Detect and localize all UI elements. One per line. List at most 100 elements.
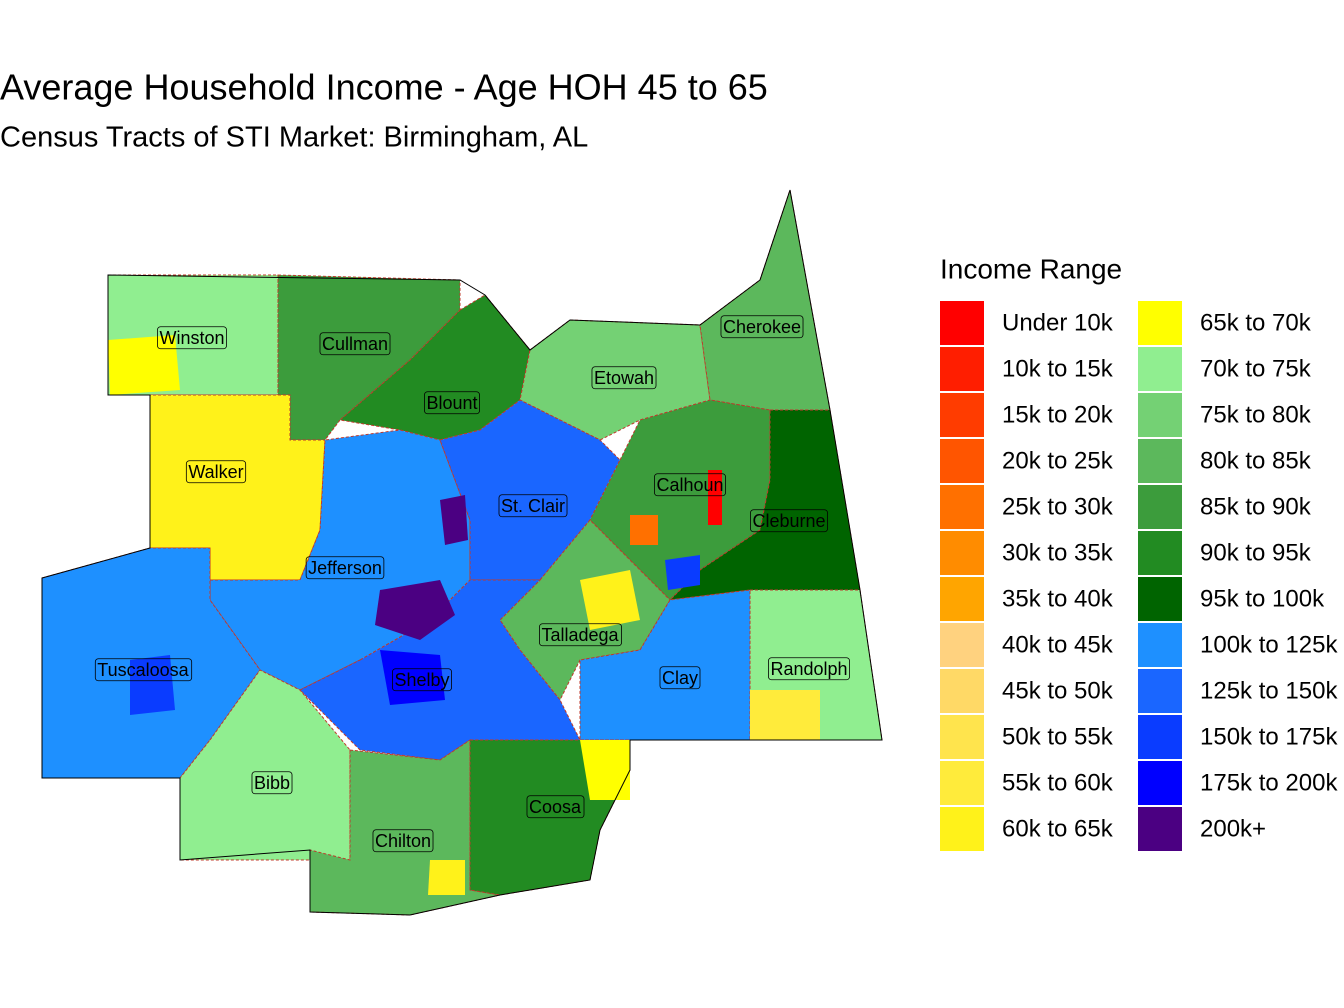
legend-label: 85k to 90k	[1200, 493, 1312, 520]
legend-swatch	[1138, 439, 1182, 483]
legend-label: 10k to 15k	[1002, 355, 1114, 382]
county-label: Calhoun	[656, 475, 723, 495]
tract-patch	[108, 335, 180, 395]
legend-label: 45k to 50k	[1002, 677, 1114, 704]
county-label: Randolph	[770, 659, 847, 679]
legend-label: Under 10k	[1002, 309, 1114, 336]
legend-swatch	[940, 531, 984, 575]
tract-patch	[380, 650, 445, 705]
county-label-box	[659, 666, 701, 690]
legend-label: 175k to 200k	[1200, 769, 1338, 796]
county-label-box	[157, 326, 227, 350]
tract-patch	[750, 690, 820, 740]
county-labels: Winston Cullman Blount Etowah Cherokee Walker…	[94, 315, 850, 853]
map-outline	[41, 189, 883, 916]
tract-patch	[580, 740, 630, 800]
legend-label: 100k to 125k	[1200, 631, 1338, 658]
legend-swatch	[1138, 715, 1182, 759]
legend-swatch	[940, 485, 984, 529]
county-label-box	[305, 556, 385, 580]
legend-label: 30k to 35k	[1002, 539, 1114, 566]
legend-swatch	[1138, 531, 1182, 575]
legend-swatch	[940, 577, 984, 621]
legend-label: 35k to 40k	[1002, 585, 1114, 612]
county-label-box	[526, 795, 585, 819]
tract-patch	[428, 860, 465, 895]
legend-swatch	[1138, 485, 1182, 529]
tract-patch	[708, 470, 722, 525]
legend-label: 125k to 150k	[1200, 677, 1338, 704]
legend-label: 95k to 100k	[1200, 585, 1325, 612]
legend-swatch	[940, 623, 984, 667]
legend-label: 20k to 25k	[1002, 447, 1114, 474]
legend-swatch	[940, 393, 984, 437]
legend-label: 40k to 45k	[1002, 631, 1114, 658]
legend-swatch	[1138, 393, 1182, 437]
county-label: Cleburne	[752, 511, 825, 531]
county-label-box	[720, 315, 804, 339]
legend-swatch	[940, 715, 984, 759]
county-label: Coosa	[529, 797, 582, 817]
county-label: Talladega	[541, 625, 619, 645]
county-label: Bibb	[254, 773, 290, 793]
county-label: St. Clair	[501, 496, 565, 516]
legend-label: 15k to 20k	[1002, 401, 1114, 428]
county-label-box	[654, 473, 726, 497]
county-label: Clay	[662, 668, 698, 688]
legend-swatch	[1138, 577, 1182, 621]
county-label: Blount	[426, 393, 477, 413]
tract-patch	[440, 495, 468, 545]
county-label: Tuscaloosa	[97, 660, 189, 680]
map	[41, 189, 883, 916]
county-label-box	[424, 391, 480, 415]
legend-label: 75k to 80k	[1200, 401, 1312, 428]
county-label-box	[768, 657, 850, 681]
county-label-box	[251, 771, 293, 795]
legend-swatch	[1138, 669, 1182, 713]
county-label-box	[372, 829, 434, 853]
title: Average Household Income - Age HOH 45 to…	[0, 67, 768, 108]
tract-patch	[130, 655, 175, 715]
legend-label: 200k+	[1200, 815, 1266, 842]
county-label-box	[185, 460, 247, 484]
county-label: Walker	[188, 462, 243, 482]
legend-swatch	[940, 347, 984, 391]
county-label-box	[319, 332, 391, 356]
county-label: Chilton	[375, 831, 431, 851]
legend-label: 80k to 85k	[1200, 447, 1312, 474]
legend-label: 70k to 75k	[1200, 355, 1312, 382]
legend-swatch	[940, 807, 984, 851]
legend-swatch	[940, 761, 984, 805]
legend-label: 55k to 60k	[1002, 769, 1114, 796]
county-label: Winston	[159, 328, 224, 348]
county-label-box	[392, 668, 452, 692]
tract-patch	[375, 580, 455, 640]
county-area	[579, 589, 751, 741]
county-label-box	[591, 366, 657, 390]
county-label: Etowah	[594, 368, 654, 388]
county-label-box	[94, 658, 193, 682]
legend-label: 25k to 30k	[1002, 493, 1114, 520]
legend-swatch	[940, 439, 984, 483]
county-label-box	[750, 509, 828, 533]
legend-label: 50k to 55k	[1002, 723, 1114, 750]
legend-label: 65k to 70k	[1200, 309, 1312, 336]
county-area	[589, 399, 771, 601]
legend-swatch	[1138, 623, 1182, 667]
tract-patch	[630, 515, 658, 545]
legend-title: Income Range	[940, 253, 1122, 284]
county-label: Jefferson	[308, 558, 382, 578]
legend-label: 60k to 65k	[1002, 815, 1114, 842]
legend-swatch	[1138, 761, 1182, 805]
legend-swatch	[1138, 807, 1182, 851]
county-label: Shelby	[394, 670, 449, 690]
county-label-box	[539, 623, 622, 647]
legend-label: 90k to 95k	[1200, 539, 1312, 566]
legend-swatch	[1138, 347, 1182, 391]
legend-swatch	[940, 669, 984, 713]
tract-patch	[665, 555, 700, 590]
legend-swatch	[1138, 301, 1182, 345]
county-label-box	[498, 494, 568, 518]
legend-label: 150k to 175k	[1200, 723, 1338, 750]
